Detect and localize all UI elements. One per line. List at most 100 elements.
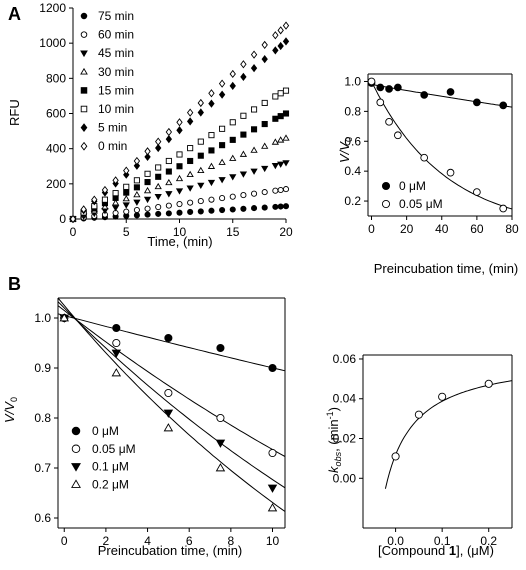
data-point: [123, 189, 130, 196]
data-point: [499, 101, 508, 110]
data-point: [218, 90, 226, 99]
legend-label: 0.05 μM: [92, 442, 136, 456]
y-axis-label: RFU: [7, 99, 22, 126]
legend-marker: [71, 426, 81, 436]
x-tick-label: 5: [123, 225, 130, 239]
data-point: [207, 162, 216, 169]
data-point: [155, 137, 162, 146]
data-point: [101, 203, 109, 210]
y-tick-label: 0.8: [344, 104, 361, 118]
y-tick-label: 0.9: [34, 361, 51, 375]
data-point: [91, 195, 98, 204]
data-point: [154, 182, 162, 190]
data-point: [216, 343, 225, 353]
data-point: [420, 91, 429, 99]
data-point: [272, 31, 279, 40]
data-point: [272, 203, 279, 210]
data-point: [376, 98, 385, 107]
data-point: [165, 210, 172, 217]
data-point: [208, 207, 215, 214]
data-point: [123, 183, 130, 190]
data-point: [112, 338, 121, 348]
data-point: [197, 182, 205, 189]
data-point: [277, 26, 284, 35]
data-point: [271, 138, 279, 145]
data-point: [155, 203, 162, 211]
data-point: [165, 127, 173, 137]
x-tick-label: 0.2: [480, 534, 497, 548]
data-point: [197, 138, 204, 145]
x-axis-label: Preincubation time, (min): [98, 543, 243, 558]
data-point: [163, 423, 174, 432]
data-point: [376, 83, 385, 92]
data-point: [473, 188, 481, 196]
data-point: [133, 161, 141, 170]
data-point: [272, 46, 279, 55]
data-point: [385, 117, 393, 126]
data-point: [394, 83, 402, 92]
data-point: [446, 88, 455, 96]
data-point: [250, 190, 258, 197]
data-point: [133, 212, 140, 219]
fit-curve: [371, 81, 513, 210]
data-point: [261, 55, 268, 64]
data-point: [250, 106, 258, 113]
x-tick-label: 6: [186, 534, 193, 548]
data-point: [218, 79, 226, 88]
x-tick-label: 80: [505, 222, 519, 236]
data-point: [155, 143, 162, 153]
data-point: [186, 108, 194, 117]
y-tick-label: 0.2: [344, 194, 361, 208]
data-point: [69, 214, 77, 224]
data-point: [208, 147, 215, 154]
data-point: [414, 410, 423, 419]
data-point: [176, 209, 183, 216]
data-point: [267, 503, 278, 512]
data-point: [176, 201, 183, 208]
x-tick-label: 0: [368, 222, 375, 236]
data-point: [229, 81, 236, 91]
data-point: [261, 204, 268, 211]
y-tick-label: 1000: [39, 36, 66, 50]
data-point: [197, 98, 204, 108]
x-tick-label: 15: [226, 225, 240, 239]
x-tick-label: 0: [61, 534, 68, 548]
data-point: [218, 177, 226, 184]
data-point: [250, 205, 258, 212]
data-point: [239, 171, 248, 178]
legend-marker: [80, 67, 88, 75]
data-point: [277, 136, 285, 143]
data-point: [176, 163, 183, 170]
y-tick-label: 1200: [39, 1, 66, 15]
data-point: [197, 152, 204, 159]
y-tick-label: 0.06: [333, 352, 357, 366]
data-point: [240, 192, 247, 199]
legend-marker: [381, 199, 391, 209]
data-point: [277, 161, 285, 168]
legend-marker: [80, 105, 88, 113]
data-point: [240, 112, 247, 119]
legend-label: 10 min: [98, 102, 134, 116]
data-point: [420, 153, 429, 162]
legend-label: 0 min: [98, 139, 127, 153]
chart-kobs-vs-compound: kobs, (min-1) [Compound 1], (μM) 0.0 0.1 0…: [325, 352, 513, 558]
data-point: [391, 452, 400, 461]
fit-curve: [57, 297, 286, 512]
data-point: [229, 69, 236, 79]
data-point: [197, 166, 205, 174]
data-point: [229, 193, 236, 200]
data-point: [250, 126, 258, 133]
data-point: [282, 160, 290, 167]
data-point: [144, 152, 151, 162]
data-point: [186, 185, 194, 192]
data-point: [250, 50, 258, 59]
data-point: [277, 186, 284, 194]
data-point: [499, 204, 508, 213]
data-point: [175, 174, 184, 182]
data-point: [187, 199, 194, 206]
data-point: [446, 168, 455, 177]
data-point: [133, 206, 140, 214]
y-axis-label: V/V0: [2, 397, 19, 423]
data-point: [215, 439, 226, 448]
legend-marker: [80, 12, 88, 20]
